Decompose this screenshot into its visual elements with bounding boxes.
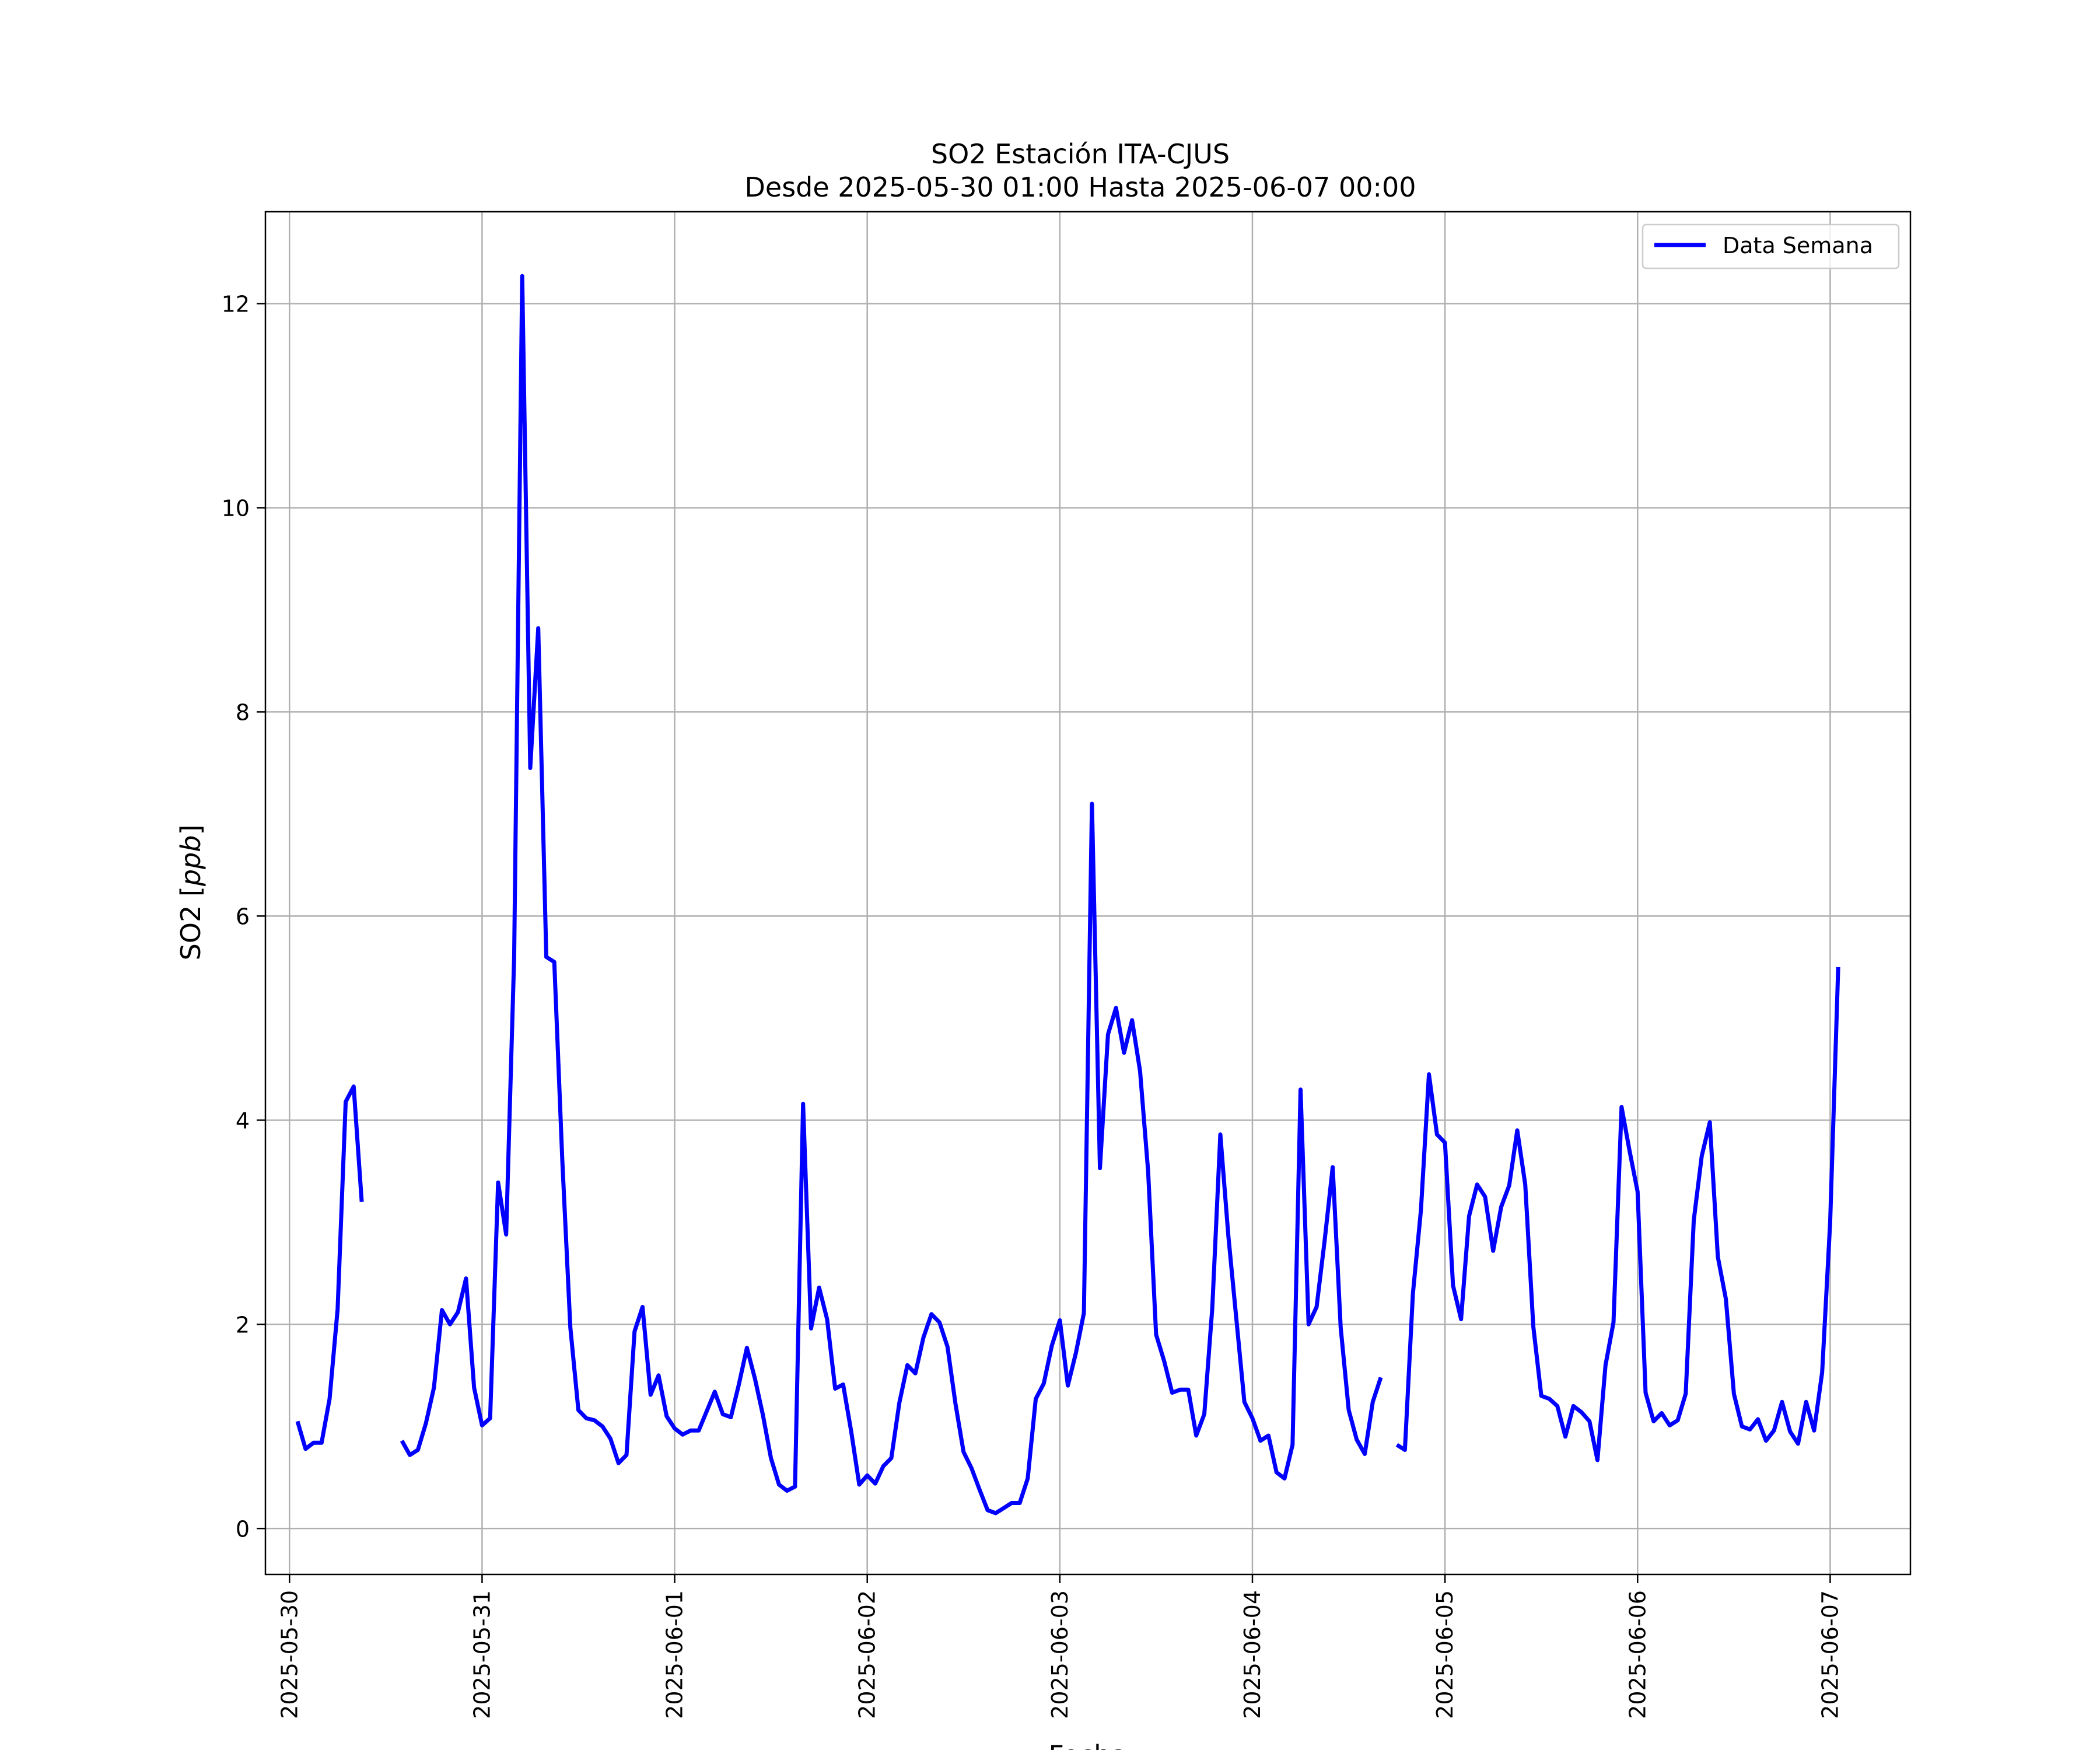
y-tick-label: 6 [236,904,250,929]
legend-box [1642,223,1900,270]
x-tick-label: 2025-06-03 [1047,1590,1073,1719]
y-tick-label: 8 [236,699,250,725]
y-tick-label: 4 [236,1108,250,1133]
x-axis: 2025-05-30 2025-05-31 2025-06-01 2025-06-02… [276,1574,1843,1719]
chart-subtitle: Desde 2025-05-30 01:00 Hasta 2025-06-07 … [744,172,1416,203]
x-tick-label: 2025-06-07 [1817,1590,1843,1719]
y-tick-label: 10 [222,495,250,521]
series-layer [295,274,1840,1516]
chart-title: SO2 Estación ITA-CJUS [931,138,1230,170]
x-tick-label: 2025-05-30 [276,1590,302,1719]
y-axis: 0 2 4 6 8 10 12 [222,291,265,1542]
y-axis-label: SO2 [ppb] [175,825,206,961]
y-tick-label: 2 [236,1312,250,1338]
y-tick-label: 12 [222,291,250,317]
series-line [295,274,1840,1516]
y-tick-label: 0 [236,1516,250,1542]
grid [265,212,1910,1574]
x-tick-label: 2025-05-31 [469,1590,495,1719]
legend-label: Data Semana [1723,233,1873,258]
x-tick-label: 2025-06-01 [662,1590,688,1719]
legend: Data Semana [1642,223,1900,270]
x-axis-label: Fecha [1049,1740,1128,1750]
x-tick-label: 2025-06-06 [1625,1590,1650,1719]
x-tick-label: 2025-06-05 [1432,1590,1458,1719]
x-tick-label: 2025-06-02 [855,1590,880,1719]
x-tick-label: 2025-06-04 [1240,1590,1265,1719]
plot-frame [264,211,1912,1576]
